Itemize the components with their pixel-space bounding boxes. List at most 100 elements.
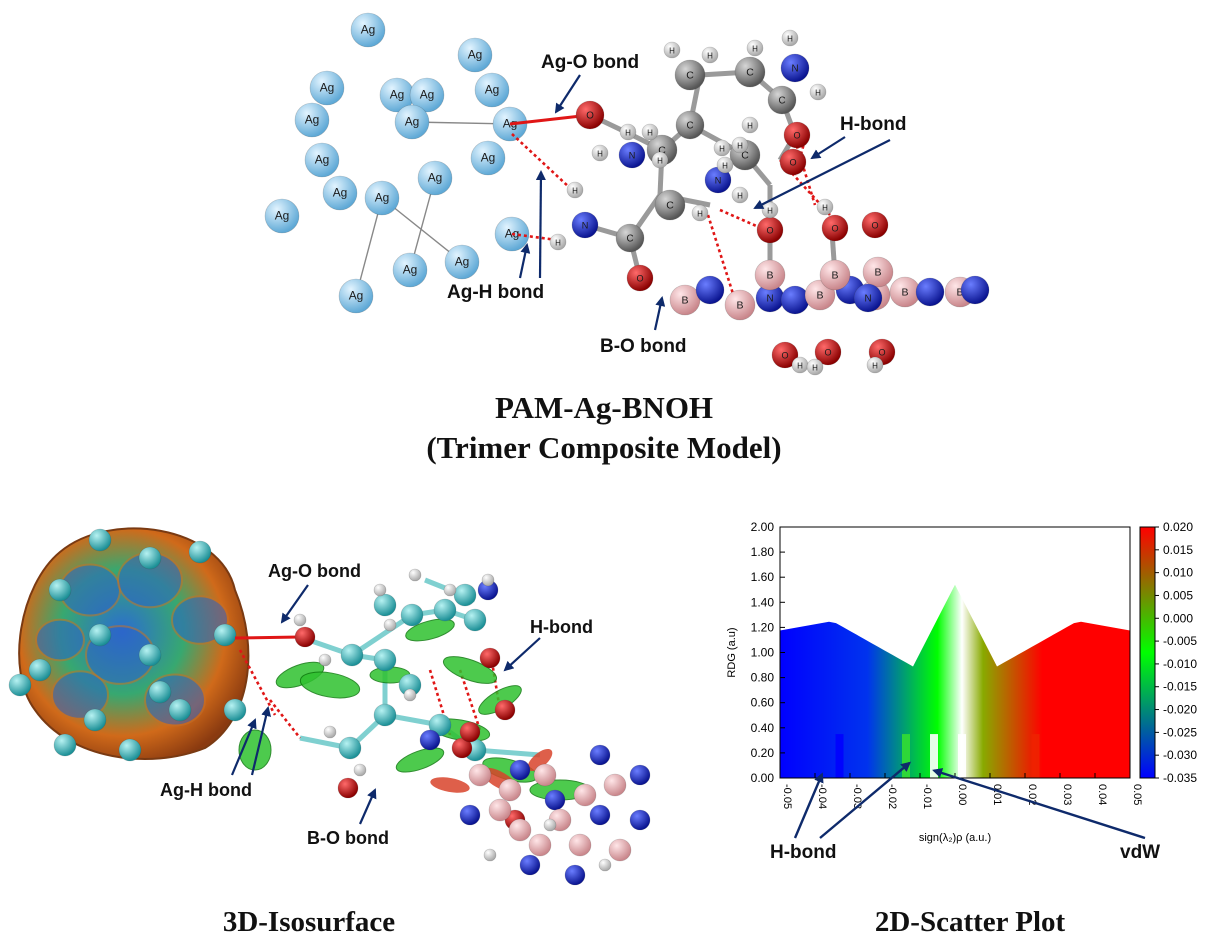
nci-surface (405, 618, 455, 642)
dotted-hydrogen-bond (706, 214, 737, 301)
svg-text:O: O (831, 224, 838, 234)
nci-surface (299, 671, 361, 699)
molecular-model-panel: Ag Ag Ag Ag Ag Ag Ag Ag Ag Ag Ag Ag Ag Ag Ag Ag Ag Ag Ag B B… (0, 0, 1208, 470)
hydrogen-atom (373, 583, 387, 597)
model-title: PAM-Ag-BNOH (Trimer Composite Model) (0, 388, 1208, 468)
scatter-spike (930, 734, 938, 778)
silver-atom (8, 673, 32, 697)
nitrogen-atom: N (853, 283, 883, 313)
nitrogen-atom (780, 285, 810, 315)
boron-atom (603, 773, 627, 797)
nci-surface (527, 748, 553, 772)
silver-atom: Ag (474, 72, 510, 108)
h-bond-arrow-1 (810, 136, 846, 160)
svg-text:O: O (878, 348, 885, 358)
ag-ag-bond (381, 197, 463, 263)
oxygen-atom (479, 647, 501, 669)
silver-atom: Ag (417, 160, 453, 196)
scatter-points-cloud (780, 584, 1130, 778)
h-bond-arrow (503, 637, 541, 672)
isosurface-caption: 3D-Isosurface (222, 906, 396, 938)
carbon-atom (340, 643, 364, 667)
svg-text:Ag: Ag (468, 48, 483, 62)
svg-text:Ag: Ag (349, 289, 364, 303)
colorbar-tick-label: 0.015 (1163, 543, 1193, 557)
svg-text:H: H (752, 45, 758, 54)
svg-text:Ag: Ag (275, 209, 290, 223)
carbon-atom: C (674, 59, 706, 91)
boron-atom (608, 838, 632, 862)
svg-text:H: H (815, 89, 821, 98)
x-tick-label: 0.00 (956, 784, 968, 805)
hydrogen-atom (483, 848, 497, 862)
ag-o-bond-label: Ag-O bond (268, 561, 361, 581)
colorbar-tick-label: 0.020 (1163, 520, 1193, 534)
svg-text:C: C (778, 96, 785, 107)
oxygen-atom: O (771, 341, 799, 369)
svg-text:B: B (901, 287, 908, 299)
silver-atom (118, 738, 142, 762)
oxygen-atom: O (783, 121, 811, 149)
svg-text:Ag: Ag (455, 255, 470, 269)
boron-atom: B (669, 284, 701, 316)
ag-o-bond (234, 635, 301, 640)
silver-atom (188, 540, 212, 564)
h-bond-label: H-bond (530, 617, 593, 637)
b-o-arrow (653, 296, 666, 331)
hydrogen-atom: H (591, 144, 609, 162)
carbon-atom (373, 703, 397, 727)
oxygen-atom (294, 626, 316, 648)
svg-text:N: N (629, 151, 636, 161)
oxygen-atom: O (814, 338, 842, 366)
hydrogen-atom: H (746, 39, 764, 57)
hydrogen-atom: H (716, 156, 734, 174)
rdg-scatter-plot: 0.00 0.20 0.40 0.60 0.80 1.00 1.20 1.40 1.60 1.80… (726, 520, 1197, 863)
isosurface-diagram: Ag-O bond H-bond Ag-H bond B-O bond (8, 527, 651, 886)
carbon-atom: C (767, 85, 797, 115)
boron-atom (568, 833, 592, 857)
svg-text:H: H (669, 47, 675, 56)
svg-text:H: H (747, 122, 753, 131)
hbond-annotation: H-bond (770, 842, 836, 863)
boron-atom: B (889, 276, 921, 308)
y-tick-label: 1.20 (751, 620, 775, 634)
nitrogen-atom (519, 854, 541, 876)
silver-atom: Ag (409, 77, 445, 113)
svg-text:B: B (681, 295, 688, 307)
svg-text:N: N (766, 294, 773, 305)
hydrogen-atom: H (619, 123, 637, 141)
nci-surface (442, 656, 498, 684)
boron-atom (498, 778, 522, 802)
boron-atom (468, 763, 492, 787)
svg-text:B: B (736, 300, 743, 312)
y-tick-label: 0.80 (751, 671, 775, 685)
hydrogen-atom (318, 653, 332, 667)
silver-atom: Ag (470, 140, 506, 176)
svg-text:N: N (864, 294, 871, 305)
hydrogen-atom: H (761, 201, 779, 219)
svg-text:H: H (597, 150, 603, 159)
scatter-spike (958, 734, 966, 778)
hydrogen-atom: H (806, 358, 824, 376)
svg-text:H: H (872, 362, 878, 371)
ag-h-arrow-1 (518, 243, 531, 279)
carbon-atom (373, 648, 397, 672)
svg-text:H: H (707, 52, 713, 61)
svg-text:C: C (686, 121, 693, 132)
oxygen-atom: O (626, 264, 654, 292)
isosurface-lobe (171, 595, 229, 645)
svg-text:Ag: Ag (403, 263, 418, 277)
hydrogen-atom (383, 618, 397, 632)
svg-text:B: B (956, 287, 963, 299)
silver-atom (223, 698, 247, 722)
svg-text:Ag: Ag (420, 88, 435, 102)
colorbar-tick-label: -0.020 (1163, 703, 1197, 717)
ag-o-arrow (554, 74, 581, 114)
x-tick-label: 0.01 (991, 784, 1003, 805)
boron-atom: B (819, 259, 851, 291)
hydrogen-atom: H (731, 136, 749, 154)
vdw-arrow (932, 768, 1146, 840)
silver-atom: Ag (322, 175, 358, 211)
silver-atom: Ag (394, 104, 430, 140)
